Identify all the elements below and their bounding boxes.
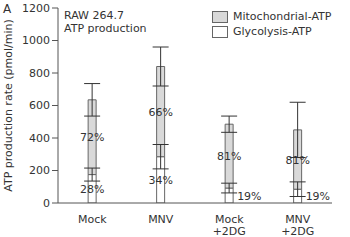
svg-text:600: 600 <box>29 99 50 112</box>
svg-text:81%: 81% <box>285 154 309 167</box>
svg-text:66%: 66% <box>148 106 172 119</box>
html-text:A: A <box>3 2 12 16</box>
svg-text:28%: 28% <box>80 183 104 196</box>
svg-text:200: 200 <box>29 164 50 177</box>
svg-text:MNV: MNV <box>148 213 174 226</box>
svg-text:Mock: Mock <box>78 213 107 226</box>
html-text:Mitochondrial-ATP: Mitochondrial-ATP <box>233 10 332 23</box>
svg-text:Mock+2DG: Mock+2DG <box>213 213 246 237</box>
html-text:Glycolysis-ATP: Glycolysis-ATP <box>233 25 312 38</box>
html-text:RAW 264.7: RAW 264.7 <box>64 9 124 22</box>
svg-text:0: 0 <box>43 197 50 210</box>
html-text:ATP production: ATP production <box>64 22 147 35</box>
svg-text:1000: 1000 <box>22 34 50 47</box>
svg-text:19%: 19% <box>237 190 261 203</box>
svg-text:800: 800 <box>29 67 50 80</box>
svg-text:400: 400 <box>29 132 50 145</box>
svg-text:MNV+2DG: MNV+2DG <box>281 213 314 237</box>
svg-text:19%: 19% <box>306 190 330 203</box>
svg-text:81%: 81% <box>217 150 241 163</box>
svg-text:72%: 72% <box>80 131 104 144</box>
svg-text:34%: 34% <box>148 174 172 187</box>
svg-text:ATP production rate (pmol/min): ATP production rate (pmol/min) <box>8 19 15 191</box>
svg-text:1200: 1200 <box>22 2 50 15</box>
